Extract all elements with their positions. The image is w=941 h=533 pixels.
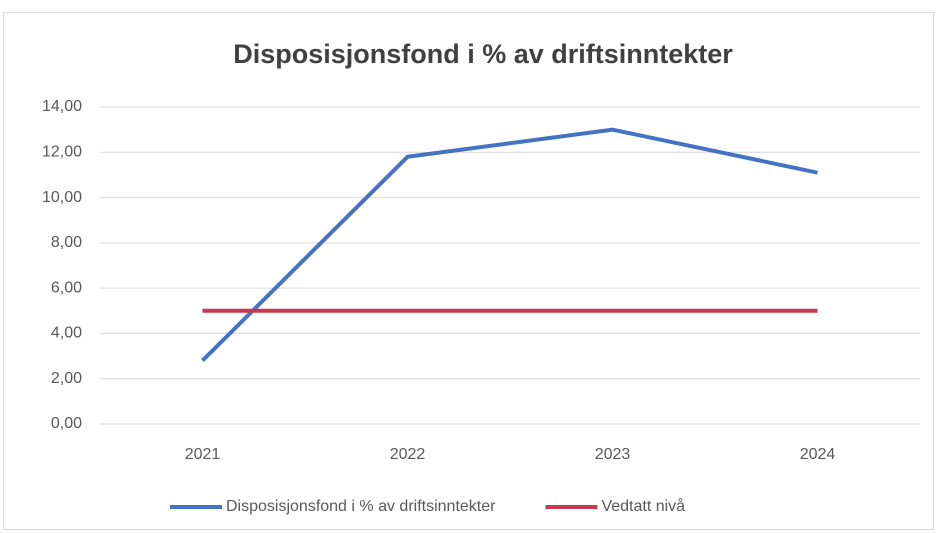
legend-label: Disposisjonsfond i % av driftsinntekter xyxy=(226,498,496,515)
x-tick-label: 2022 xyxy=(390,446,426,463)
x-tick-label: 2023 xyxy=(595,446,631,463)
series-line xyxy=(201,127,818,363)
chart-title: Disposisjonsfond i % av driftsinntekter xyxy=(233,39,733,69)
y-tick-label: 2,00 xyxy=(51,370,82,387)
y-tick-label: 0,00 xyxy=(51,415,82,432)
y-tick-label: 8,00 xyxy=(51,234,82,251)
y-tick-label: 6,00 xyxy=(51,279,82,296)
y-tick-label: 4,00 xyxy=(51,325,82,342)
legend-label: Vedtatt nivå xyxy=(601,497,685,515)
y-tick-label: 14,00 xyxy=(42,98,82,115)
chart-border xyxy=(3,12,934,530)
y-tick-label: 12,00 xyxy=(42,144,82,161)
x-tick-label: 2024 xyxy=(800,446,836,463)
y-tick-label: 10,00 xyxy=(42,189,82,206)
x-tick-label: 2021 xyxy=(185,446,221,463)
